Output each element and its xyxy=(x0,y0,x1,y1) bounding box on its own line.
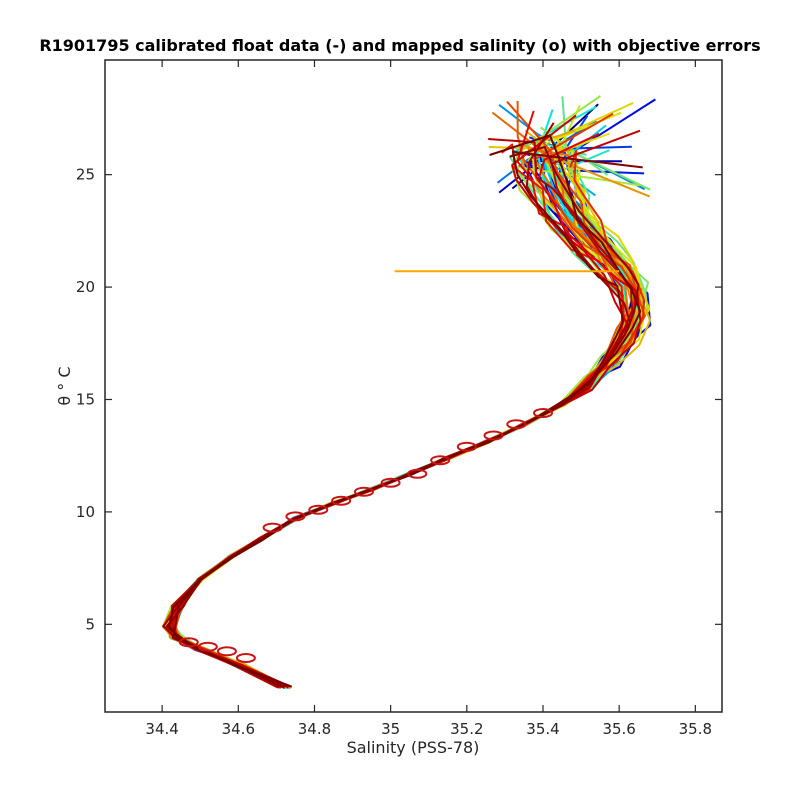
mapped-salinity-marker xyxy=(456,441,477,452)
y-tick-label: 10 xyxy=(76,503,95,521)
mapped-salinity-marker xyxy=(533,408,553,418)
y-tick-label: 20 xyxy=(76,278,95,296)
x-tick-label: 35 xyxy=(381,720,400,738)
profile-line xyxy=(169,129,652,689)
y-axis-ticks: 5 10 15 20 25 xyxy=(76,166,722,633)
mapped-salinity-marker xyxy=(308,504,329,515)
x-tick-label: 35.4 xyxy=(526,720,559,738)
x-tick-label: 34.8 xyxy=(298,720,331,738)
mapped-salinity-marker xyxy=(178,637,199,648)
mapped-salinity-markers xyxy=(178,408,553,663)
chart-title: R1901795 calibrated float data (-) and m… xyxy=(39,36,760,55)
mapped-salinity-marker xyxy=(262,522,283,533)
mapped-salinity-marker xyxy=(216,646,237,657)
x-axis-ticks: 34.4 34.6 34.8 35 35.2 35.4 35.6 35.8 xyxy=(145,60,712,738)
x-tick-label: 35.8 xyxy=(679,720,712,738)
profile-line xyxy=(171,160,629,689)
x-tick-label: 34.6 xyxy=(222,720,255,738)
mapped-salinity-marker xyxy=(235,653,256,663)
mapped-salinity-marker xyxy=(285,511,306,522)
x-tick-label: 34.4 xyxy=(145,720,178,738)
mapped-salinity-marker xyxy=(331,495,352,506)
y-tick-label: 15 xyxy=(76,390,95,408)
y-tick-label: 25 xyxy=(76,166,95,184)
profile-line xyxy=(171,150,643,688)
profile-line xyxy=(168,134,642,688)
mapped-salinity-marker xyxy=(407,468,428,479)
y-axis-label: θ ° C xyxy=(55,366,74,405)
mapped-salinity-marker xyxy=(483,430,504,441)
mapped-salinity-marker xyxy=(430,455,451,466)
x-tick-label: 35.2 xyxy=(450,720,483,738)
mapped-salinity-marker xyxy=(354,486,374,497)
mapped-salinity-marker xyxy=(506,419,527,430)
x-axis-label: Salinity (PSS-78) xyxy=(347,738,480,757)
profile-lines xyxy=(161,95,656,690)
y-tick-label: 5 xyxy=(85,615,95,633)
mapped-salinity-marker xyxy=(380,477,401,488)
mapped-salinity-marker xyxy=(197,641,218,652)
x-tick-label: 35.6 xyxy=(602,720,635,738)
profile-line xyxy=(171,114,629,688)
plot-frame xyxy=(104,59,723,713)
